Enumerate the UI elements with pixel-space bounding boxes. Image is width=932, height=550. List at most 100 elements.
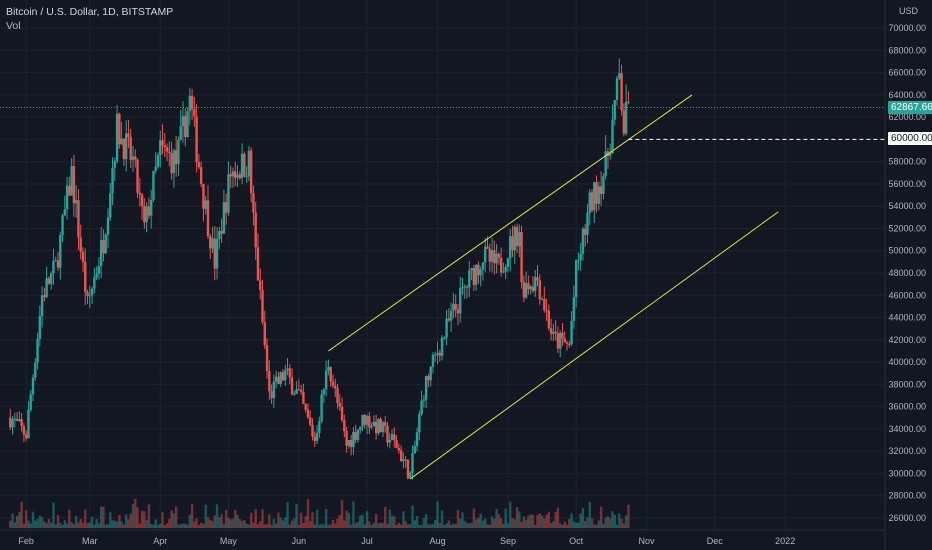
candle-body (338, 402, 341, 407)
candle-body (436, 352, 439, 355)
candle-body (395, 440, 398, 449)
volume-bar (15, 516, 19, 528)
candle-body (165, 147, 169, 152)
level-price-tag: 60000.00 (888, 132, 932, 146)
volume-bar (424, 514, 428, 528)
volume-bar (397, 522, 401, 528)
volume-bar (236, 514, 239, 528)
volume-bar (172, 513, 176, 528)
candle-body (47, 278, 51, 284)
symbol-title: Bitcoin / U.S. Dollar, 1D, BITSTAMP (6, 6, 174, 18)
candle-body (613, 100, 616, 120)
volume-bar (615, 524, 619, 528)
x-tick-label: Mar (82, 536, 98, 546)
candle-body (31, 377, 35, 395)
candle-body (272, 381, 276, 399)
candle-body (147, 206, 151, 216)
candle-body (549, 328, 553, 334)
volume-bar (388, 509, 391, 528)
volume-bar (322, 524, 326, 528)
volume-bar (154, 519, 157, 528)
candle-body (156, 155, 160, 167)
candle-body (34, 362, 37, 378)
volume-bar (9, 520, 12, 528)
volume-bar (579, 513, 582, 528)
volume-bar (45, 523, 48, 528)
volume-bar (543, 518, 546, 528)
candle-body (381, 422, 385, 433)
candle-body (509, 236, 512, 259)
candle-body (468, 270, 471, 288)
candle-body (540, 299, 544, 301)
y-tick-label: 50000.00 (888, 246, 926, 256)
volume-bar (234, 510, 237, 528)
y-tick-label: 40000.00 (888, 357, 926, 367)
y-tick-label: 34000.00 (888, 424, 926, 434)
volume-bar (127, 519, 130, 528)
candle-body (59, 235, 62, 268)
volume-bar (524, 519, 528, 528)
y-tick-label: 36000.00 (888, 402, 926, 412)
candle-body (561, 332, 564, 339)
candle-body (40, 295, 44, 317)
volume-bar (88, 522, 92, 528)
candle-body (131, 156, 135, 160)
volume-bar (272, 518, 276, 528)
candle-body (24, 434, 28, 439)
volume-bar (368, 521, 371, 528)
volume-bar (315, 509, 319, 528)
candle-body (604, 151, 607, 177)
candle-body (190, 95, 194, 110)
candle-body (93, 277, 96, 289)
volume-bar (47, 518, 51, 528)
volume-bar (490, 516, 494, 528)
candle-body (404, 459, 407, 461)
volume-bar (318, 524, 321, 528)
x-tick-label: Jul (361, 536, 373, 546)
candle-body (284, 370, 287, 381)
volume-bar (204, 504, 207, 528)
volume-bar (65, 523, 69, 528)
candle-body (572, 297, 576, 321)
volume-bar (486, 524, 489, 528)
candle-body (295, 389, 298, 394)
volume-bar (506, 523, 510, 528)
candle-body (502, 271, 505, 273)
candle-body (459, 287, 462, 314)
volume-bar (97, 523, 101, 528)
volume-bar (577, 522, 580, 528)
candle-body (536, 277, 539, 281)
candle-body (486, 246, 489, 249)
candle-body (411, 453, 414, 473)
volume-bar (481, 520, 485, 528)
candle-body (627, 101, 630, 103)
volume-bar (534, 524, 537, 528)
volume-bar (99, 506, 103, 528)
y-tick-label: 54000.00 (888, 201, 926, 211)
volume-bar (511, 518, 514, 528)
candle-body (340, 406, 344, 421)
volume-bar (111, 520, 114, 528)
volume-bar (470, 522, 473, 528)
candle-body (322, 389, 326, 395)
candle-body (356, 429, 360, 440)
volume-bar (565, 524, 569, 528)
candle-body (99, 240, 103, 266)
volume-bar (581, 507, 585, 528)
y-tick-label: 28000.00 (888, 491, 926, 501)
candle-body (429, 366, 432, 381)
volume-bar (472, 508, 476, 528)
volume-bar (20, 501, 23, 528)
volume-bar (106, 524, 110, 528)
volume-bar (434, 519, 437, 528)
candle-body (134, 156, 137, 160)
volume-bar (590, 518, 594, 528)
volume-bar (261, 509, 264, 528)
x-tick-label: Apr (153, 536, 167, 546)
volume-bar (186, 524, 189, 528)
candle-body (111, 167, 114, 194)
volume-bar (22, 523, 26, 528)
candle-body (247, 150, 251, 177)
candle-body (593, 182, 596, 211)
